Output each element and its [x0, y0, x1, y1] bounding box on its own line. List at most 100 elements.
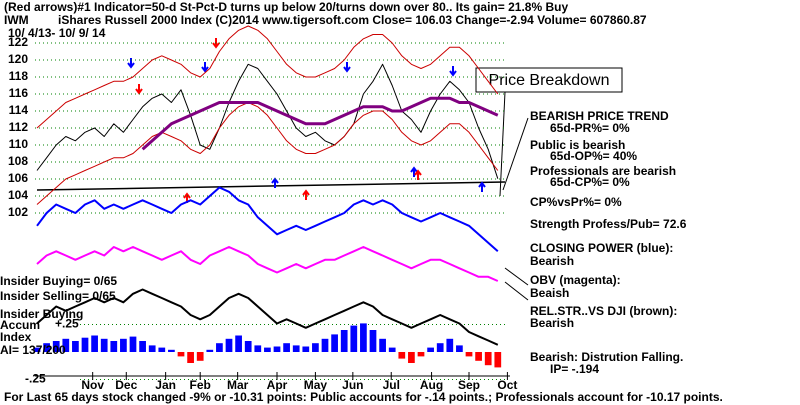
bar — [369, 330, 377, 352]
y-tick-label: 112 — [9, 120, 29, 134]
note: AI= 137/200 — [0, 343, 66, 357]
series-line — [141, 96, 499, 151]
note: 65d-OP%= 40% — [550, 149, 637, 163]
bar — [91, 335, 98, 352]
bar — [43, 343, 50, 352]
callout-pointer — [499, 91, 506, 197]
note: Public is bearish — [530, 138, 625, 152]
x-tick-label: Oct — [497, 378, 517, 392]
bar — [398, 352, 406, 359]
note: Strength Profess/Pub= 72.6 — [530, 217, 687, 231]
arrow — [135, 84, 143, 95]
x-tick-label: Mar — [227, 378, 249, 392]
series-line — [36, 246, 499, 282]
arrow — [127, 58, 135, 69]
y-tick-label: 116 — [9, 86, 29, 100]
arrow — [212, 38, 220, 49]
note-pointer — [504, 281, 529, 301]
bar — [494, 352, 502, 368]
bar — [456, 345, 463, 352]
y-tick-label: 122 — [8, 35, 28, 49]
bar — [408, 352, 415, 363]
support-line — [36, 181, 506, 191]
x-tick-label: May — [304, 378, 328, 392]
bar — [216, 343, 223, 352]
note: Accum — [0, 318, 40, 332]
bar — [331, 334, 338, 352]
bar — [52, 341, 60, 352]
x-tick-label: Jun — [342, 378, 363, 392]
bar — [446, 338, 454, 352]
arrow — [410, 166, 418, 177]
bar — [465, 352, 473, 357]
bar — [244, 341, 252, 352]
x-tick-label: Aug — [420, 378, 443, 392]
series-line — [36, 288, 499, 346]
bar — [235, 335, 242, 352]
note: CP%vsPr%= 0% — [530, 195, 622, 209]
chart-title: (Red arrows)#1 Indicator=50-d St-Pct-D t… — [4, 0, 568, 14]
bar — [388, 347, 396, 352]
note: Insider Buying — [0, 307, 83, 321]
arrow — [414, 169, 422, 180]
bar — [81, 337, 89, 352]
note: IP= -.194 — [550, 362, 599, 376]
date-range: 10/ 4/13- 10/ 9/ 14 — [8, 26, 106, 40]
bar — [292, 345, 300, 352]
bar — [148, 345, 156, 352]
y-tick-label: 118 — [9, 69, 29, 83]
note: Insider Selling= 0/65 — [0, 289, 116, 303]
bar — [302, 346, 310, 352]
x-tick-label: Apr — [267, 378, 288, 392]
note: 65d-CP%= 0% — [550, 175, 630, 189]
callout-text: Price Breakdown — [489, 72, 610, 89]
note: Beaish — [530, 286, 569, 300]
bar — [254, 345, 262, 352]
subtitle: iShares Russell 2000 Index (C)2014 www.t… — [58, 13, 647, 27]
bar — [120, 338, 127, 352]
callout-box — [475, 67, 623, 93]
y-tick-label: 106 — [8, 171, 28, 185]
x-tick-label: Feb — [190, 378, 211, 392]
x-tick-label: Jul — [383, 378, 400, 392]
bar — [312, 343, 319, 352]
y2-tick-label: +.25 — [55, 317, 79, 331]
arrow — [449, 66, 457, 77]
note: BEARISH PRICE TREND — [530, 109, 669, 123]
bar — [177, 352, 185, 357]
series-line — [36, 63, 499, 179]
y-tick-label: 104 — [8, 188, 28, 202]
bar — [110, 341, 118, 352]
bar — [129, 336, 137, 352]
note-pointer — [504, 267, 529, 286]
bar — [158, 347, 166, 352]
note: Insider Buying= 0/65 — [0, 274, 117, 288]
arrow — [478, 181, 486, 192]
series-line — [36, 186, 499, 253]
bar — [379, 338, 386, 352]
bar — [350, 325, 358, 352]
note: Professionals are bearish — [530, 164, 676, 178]
y2-tick-label: -.25 — [25, 372, 46, 386]
x-tick-label: Nov — [81, 378, 104, 392]
bar — [273, 346, 281, 352]
y-tick-label: 110 — [9, 137, 29, 151]
y-tick-label: 114 — [9, 103, 29, 117]
footer: For Last 65 days stock changed -9% or -1… — [4, 390, 723, 404]
note: CLOSING POWER (blue): — [530, 241, 673, 255]
bar — [264, 347, 271, 352]
note: 65d-PR%= 0% — [550, 121, 630, 135]
bar — [62, 338, 70, 352]
bar — [321, 338, 329, 352]
bar — [139, 341, 146, 352]
series-line — [36, 102, 499, 205]
bar — [168, 349, 175, 352]
note: Index — [0, 330, 32, 344]
bar — [187, 352, 194, 363]
note: OBV (magenta): — [530, 273, 621, 287]
note: Bearish — [530, 316, 574, 330]
bar — [436, 343, 444, 352]
bar — [360, 323, 367, 352]
bar — [206, 349, 214, 352]
y-tick-label: 102 — [8, 205, 28, 219]
